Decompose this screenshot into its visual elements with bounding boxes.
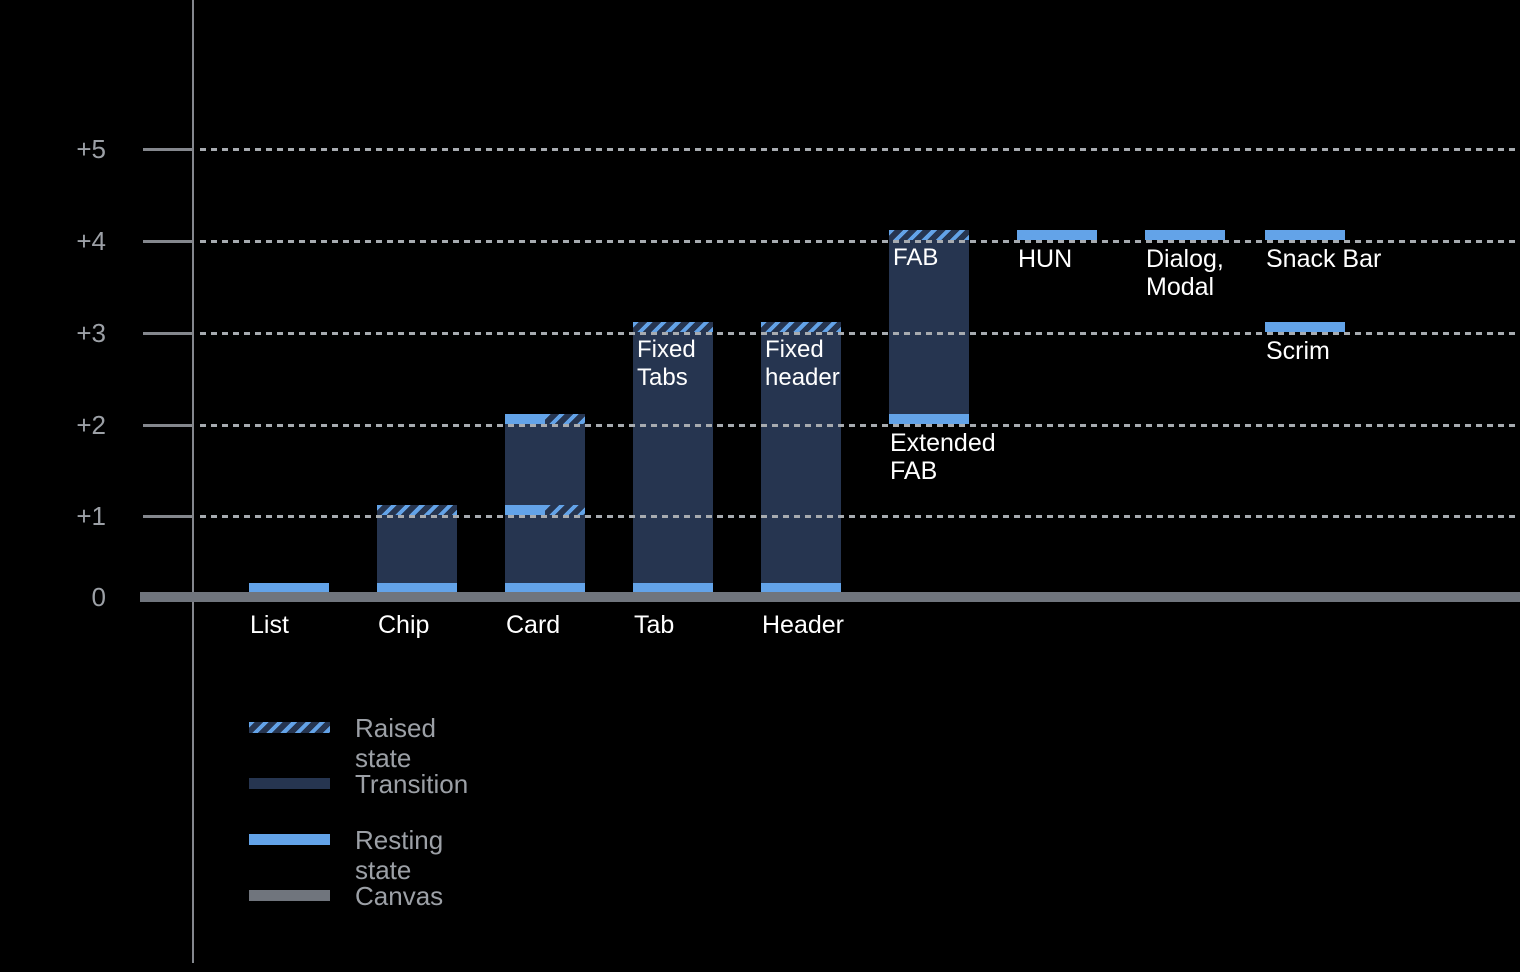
transition-body [377, 505, 457, 593]
band-resting [633, 583, 713, 593]
band-raised [377, 505, 457, 515]
y-tick-label: +1 [76, 501, 106, 531]
y-tick-label: +4 [76, 226, 106, 256]
band-resting [377, 583, 457, 593]
label-card: Card [506, 611, 561, 639]
legend-swatch-canvas [249, 890, 330, 901]
bar-inner-label: Fixed Tabs [637, 336, 696, 391]
grid-line-4 [200, 240, 1520, 243]
bar-inner-label: FAB [893, 244, 939, 271]
legend-label: Resting state [355, 825, 444, 885]
y-tick-label: +2 [76, 410, 106, 440]
legend-swatch-raised [249, 722, 330, 733]
label-hun: HUN [1018, 245, 1073, 273]
band-raised [761, 322, 841, 332]
band-raised [545, 414, 585, 424]
band-resting [505, 414, 545, 424]
band-resting [761, 583, 841, 593]
legend-label: Canvas [355, 881, 444, 911]
transition-body [633, 322, 713, 593]
band-raised [889, 230, 969, 240]
label-dialog-modal: Dialog, Modal [1146, 245, 1224, 301]
legend-label: Raised state [355, 713, 436, 773]
transition-body [889, 230, 969, 424]
y-tick-5 [143, 148, 193, 151]
y-tick-label: +3 [76, 318, 106, 348]
label-header: Header [762, 611, 844, 639]
y-tick-label: +5 [76, 134, 106, 164]
band-resting [505, 505, 545, 515]
legend-swatch-transition [249, 778, 330, 789]
grid-line-1 [200, 515, 1520, 518]
grid-line-3 [200, 332, 1520, 335]
band-resting [249, 583, 329, 593]
y-tick-2 [143, 424, 193, 427]
transition-body [761, 322, 841, 593]
band-resting [1265, 230, 1345, 240]
label-snack-bar: Snack Bar [1266, 245, 1382, 273]
band-raised [633, 322, 713, 332]
y-tick-label: 0 [91, 582, 106, 612]
band-raised [545, 505, 585, 515]
legend-label: Transition [355, 769, 469, 799]
y-tick-4 [143, 240, 193, 243]
transition-body [505, 414, 585, 593]
label-tab: Tab [634, 611, 675, 639]
band-resting [1017, 230, 1097, 240]
label-scrim: Scrim [1266, 337, 1330, 365]
bar-inner-label: Fixed header [765, 336, 840, 391]
band-resting [505, 583, 585, 593]
canvas-line [140, 592, 1520, 602]
y-axis-line [192, 0, 194, 963]
grid-line-2 [200, 424, 1520, 427]
band-resting [1145, 230, 1225, 240]
y-tick-1 [143, 515, 193, 518]
label-list: List [250, 611, 289, 639]
band-resting [1265, 322, 1345, 332]
label-extended-fab: Extended FAB [890, 429, 996, 485]
grid-line-5 [200, 148, 1520, 151]
legend-swatch-resting [249, 834, 330, 845]
label-chip: Chip [378, 611, 430, 639]
y-tick-3 [143, 332, 193, 335]
band-resting [889, 414, 969, 424]
